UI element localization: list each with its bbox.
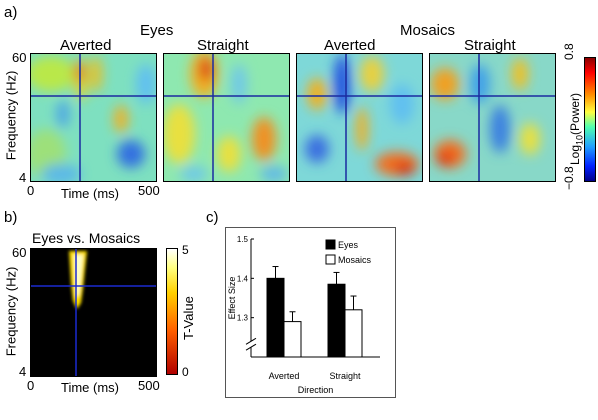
legend-label-mosaics: Mosaics (338, 255, 372, 265)
panel-b-x-axis-title: Time (ms) (61, 380, 120, 395)
t-value-colorbar (166, 248, 178, 375)
panel-a-y-axis-title: Frequency (Hz) (3, 70, 19, 161)
tf-map-mosaics-averted (296, 53, 423, 182)
panel-c-label: c) (206, 209, 219, 226)
tf-map-eyes-straight (163, 53, 290, 182)
bar-mosaics-averted (283, 321, 302, 358)
axis-break-mark (245, 337, 257, 345)
panel-b-ytick-4: 4 (19, 364, 27, 379)
condition-title-4: Straight (464, 37, 516, 54)
t-value-colorbar-min: 0 (182, 365, 189, 379)
condition-title-3: Averted (324, 37, 376, 54)
panel-a-label: a) (4, 4, 18, 21)
legend-swatch-eyes (325, 239, 336, 250)
bar-chart-frame (225, 227, 396, 398)
panel-a-ytick-60: 60 (12, 50, 27, 65)
bar-chart: 1.3 1.4 1.5 Effect Size Averted Straight Direc… (227, 235, 380, 395)
panel-b-xtick-0: 0 (27, 378, 35, 393)
power-colorbar-title-suffix: (Power) (568, 92, 582, 135)
bar-chart-bars (266, 266, 363, 358)
bar-eyes-averted (266, 277, 285, 358)
panel-a-xtick-500: 500 (138, 183, 160, 198)
axis-break-mark (245, 343, 257, 351)
power-colorbar-title-sub: 10 (574, 134, 585, 145)
bar-mosaics-straight (344, 309, 363, 358)
tf-map-mosaics-straight (429, 53, 556, 182)
y-axis-label: Effect Size (227, 277, 237, 320)
y-tick-label: 1.4 (237, 274, 249, 283)
group-title-eyes: Eyes (140, 22, 174, 39)
panel-b-y-axis-title: Frequency (Hz) (3, 266, 19, 357)
panel-b-ytick-60: 60 (12, 245, 27, 260)
t-value-map (30, 248, 157, 377)
power-colorbar-title-prefix: Log (568, 144, 582, 165)
legend-swatch-mosaics (325, 254, 336, 265)
power-colorbar-title: Log10(Power) (568, 93, 584, 165)
panel-a-ytick-4: 4 (19, 170, 27, 185)
condition-title-2: Straight (197, 37, 249, 54)
legend-label-eyes: Eyes (338, 240, 359, 250)
bar-eyes-straight (327, 283, 346, 358)
bar-chart-text: 1.3 1.4 1.5 Effect Size Averted Straight Direc… (227, 235, 372, 395)
panel-a-x-axis-title: Time (ms) (61, 186, 120, 201)
tf-map-eyes-averted (30, 53, 157, 182)
t-value-colorbar-title: T-Value (181, 296, 196, 340)
panel-a-xtick-0: 0 (27, 183, 35, 198)
t-value-colorbar-max: 5 (182, 243, 189, 257)
x-axis-label: Direction (298, 385, 334, 395)
power-colorbar (584, 57, 596, 182)
condition-title-1: Averted (60, 37, 112, 54)
panel-b-xtick-500: 500 (138, 378, 160, 393)
y-tick-label: 1.5 (237, 235, 249, 244)
category-label: Straight (329, 371, 361, 381)
power-colorbar-max: 0.8 (562, 43, 576, 60)
y-tick-label: 1.3 (237, 314, 249, 323)
group-title-mosaics: Mosaics (400, 22, 456, 39)
panel-b-title: Eyes vs. Mosaics (32, 230, 141, 246)
category-label: Averted (269, 371, 300, 381)
panel-b-label: b) (4, 209, 18, 226)
